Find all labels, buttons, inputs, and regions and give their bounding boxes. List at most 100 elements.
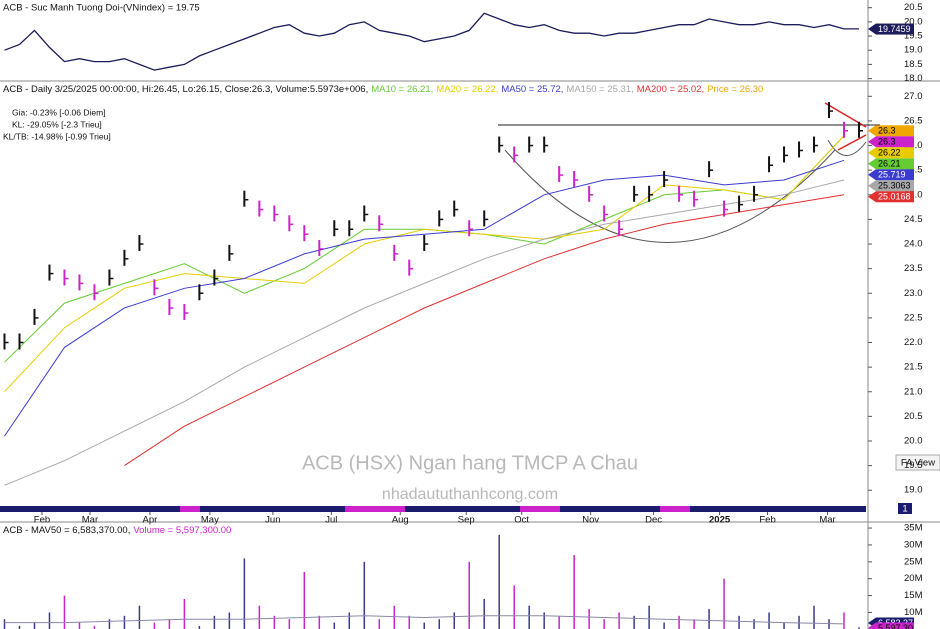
end-label-box	[876, 622, 914, 629]
legend-entry: MA10 = 26.21,	[371, 84, 433, 95]
x-tick-label: Oct	[514, 515, 529, 526]
y-tick-label: 18.0	[904, 73, 923, 84]
fa-view-label[interactable]: FA View	[901, 458, 935, 469]
y-tick-label: 20.5	[904, 2, 923, 13]
end-label: 26.21	[878, 159, 901, 169]
legend-entry: Price = 26.30	[707, 84, 763, 95]
triangle-line	[837, 134, 867, 151]
x-tick-label: Nov	[582, 515, 599, 526]
x-tick-label: Aug	[392, 515, 409, 526]
header-text: ACB - MAV50 = 6,583,370.00,	[3, 525, 130, 536]
x-tick-label: Mar	[819, 515, 835, 526]
y-tick-label: 19.5	[904, 31, 923, 42]
volume-header: ACB - MAV50 = 6,583,370.00, Volume = 5,59…	[3, 525, 231, 536]
y-tick-label: 35M	[904, 523, 923, 534]
y-tick-label: 21.5	[904, 362, 923, 373]
y-tick-label: 20.0	[904, 436, 923, 447]
moving-average	[4, 179, 845, 486]
watermark: nhadaututhanhcong.com	[382, 486, 558, 503]
y-tick-label: 22.5	[904, 312, 923, 323]
y-tick-label: 24.5	[904, 214, 923, 225]
y-tick-label: 19.0	[904, 45, 923, 56]
y-tick-label: 25M	[904, 556, 923, 567]
y-tick-label: 22.0	[904, 337, 923, 348]
end-label: 25.3063	[878, 181, 911, 191]
date-strip	[660, 506, 690, 512]
end-label-box	[876, 23, 914, 35]
legend-entry: MA200 = 25.02,	[637, 84, 704, 95]
y-tick-label: 19.0	[904, 485, 923, 496]
x-tick-label: Feb	[34, 515, 50, 526]
end-label: 26.3	[878, 137, 896, 147]
price-header: ACB - Daily 3/25/2025 00:00:00, Hi:26.45…	[3, 84, 763, 95]
volume-ma	[4, 615, 845, 625]
end-pointer	[868, 191, 876, 203]
volume-bars	[3, 534, 860, 629]
x-tick-label: Sep	[458, 515, 475, 526]
fa-view-button[interactable]	[895, 454, 940, 471]
header-text: ACB - Daily 3/25/2025 00:00:00, Hi:26.45…	[3, 84, 368, 95]
end-label: 5,597,30	[878, 623, 913, 629]
header-text: Volume = 5,597,300.00	[133, 525, 231, 536]
legend-entry: MA150 = 25.31,	[566, 84, 633, 95]
y-tick-label: 23.5	[904, 263, 923, 274]
end-pointer	[868, 158, 876, 170]
end-label: 25.719	[878, 170, 906, 180]
x-tick-label: Jul	[325, 515, 337, 526]
legend-entry: MA20 = 26.22,	[436, 84, 498, 95]
end-label-box	[876, 147, 914, 159]
x-tick-label: Jun	[265, 515, 280, 526]
end-label: 26.22	[878, 148, 901, 158]
x-tick-label: Apr	[143, 515, 158, 526]
end-pointer	[868, 622, 876, 629]
end-label: 25.0168	[878, 192, 911, 202]
end-label: 26.3	[878, 126, 896, 136]
end-pointer	[868, 147, 876, 159]
moving-average	[4, 159, 845, 437]
end-label-box	[876, 169, 914, 181]
y-tick-label: 21.0	[904, 386, 923, 397]
x-tick-label: May	[201, 515, 219, 526]
pane-number: 1	[902, 504, 907, 515]
watermark: ACB (HSX) Ngan hang TMCP A Chau	[302, 452, 638, 474]
end-pointer	[868, 180, 876, 192]
end-pointer	[868, 23, 876, 35]
x-tick-label: Mar	[82, 515, 98, 526]
handle-arc	[827, 139, 867, 156]
end-label-box	[876, 125, 914, 137]
y-tick-label: 10M	[904, 607, 923, 618]
end-pointer	[868, 125, 876, 137]
x-tick-label: Feb	[759, 515, 775, 526]
y-tick-label: 20.5	[904, 411, 923, 422]
y-tick-label: 20M	[904, 573, 923, 584]
y-tick-label: 30M	[904, 539, 923, 550]
y-tick-label: 19.5	[904, 460, 923, 471]
pane-title: ACB - Suc Manh Tuong Doi-(VNindex) = 19.…	[3, 3, 200, 14]
y-tick-label: 20.0	[904, 16, 923, 27]
end-label-box	[876, 180, 914, 192]
end-label-box	[876, 191, 914, 203]
end-pointer	[868, 136, 876, 148]
date-strip	[180, 506, 200, 512]
y-tick-label: 23.0	[904, 288, 923, 299]
date-strip	[345, 506, 405, 512]
pane-box	[898, 503, 912, 514]
x-tick-label: Dec	[645, 515, 662, 526]
info-line: KL: -29.05% [-2.3 Trieu]	[12, 119, 102, 129]
moving-average	[4, 135, 845, 393]
rs-line	[4, 12, 859, 71]
y-tick-label: 26.5	[904, 115, 923, 126]
y-tick-label: 24.0	[904, 239, 923, 250]
info-line: Gia: -0.23% [-0.06 Diem]	[12, 107, 106, 117]
x-tick-label: 2025	[709, 515, 731, 526]
end-label-box	[876, 158, 914, 170]
y-tick-label: 15M	[904, 590, 923, 601]
legend-entry: MA50 = 25.72,	[501, 84, 563, 95]
y-tick-label: 27.0	[904, 91, 923, 102]
end-pointer	[868, 169, 876, 181]
info-line: KL/TB: -14.98% [-0.99 Trieu]	[3, 131, 111, 141]
date-strip	[520, 506, 560, 512]
end-label-box	[876, 136, 914, 148]
